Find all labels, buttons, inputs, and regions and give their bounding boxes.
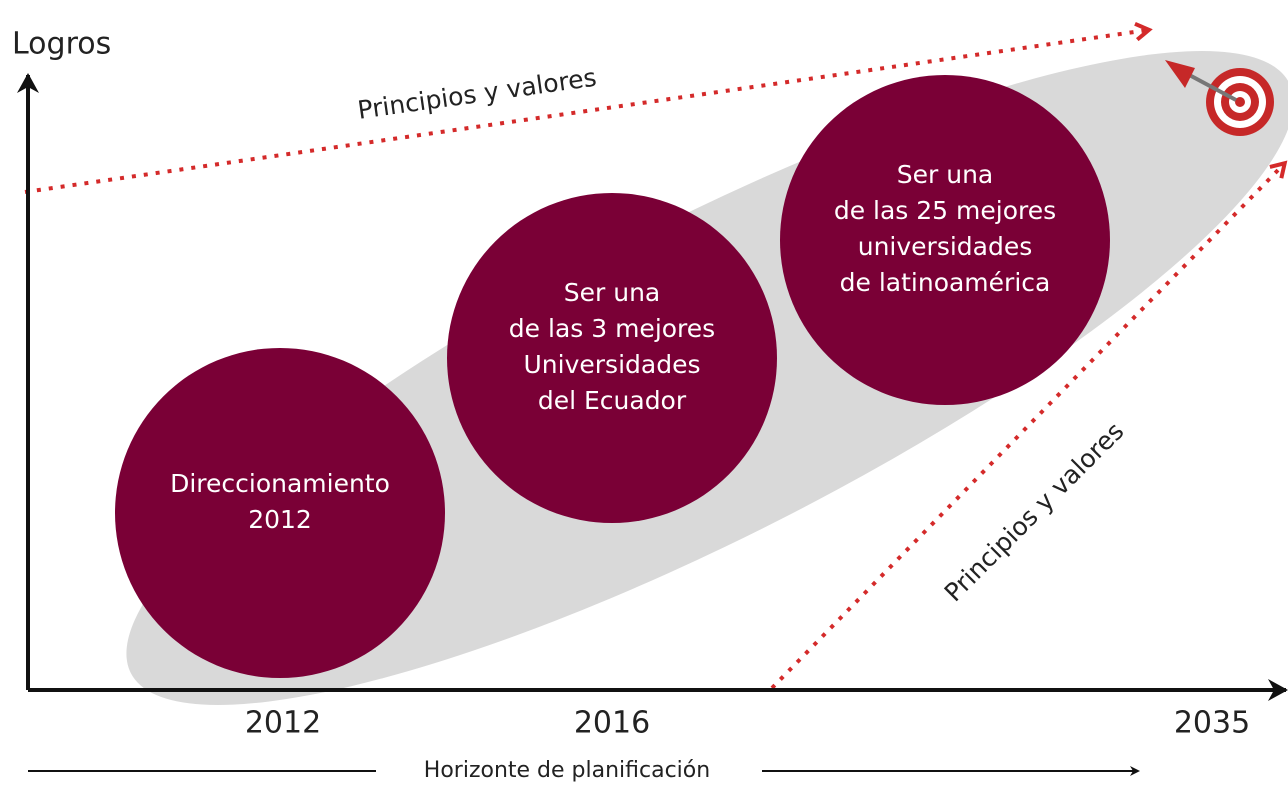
node-text: Universidades bbox=[524, 350, 701, 379]
node-text: de las 3 mejores bbox=[509, 314, 715, 343]
node-text: Ser una bbox=[564, 278, 660, 307]
node-circle bbox=[115, 348, 445, 678]
node-text: Direccionamiento bbox=[170, 469, 390, 498]
horizon-label: Horizonte de planificación bbox=[424, 758, 710, 783]
target-icon bbox=[1165, 60, 1274, 136]
node-text: universidades bbox=[858, 232, 1033, 261]
dotted-arrow bbox=[770, 160, 1288, 690]
node-text: 2012 bbox=[248, 505, 312, 534]
node-circle bbox=[780, 75, 1110, 405]
dotted-arrow bbox=[24, 21, 1153, 194]
node-text: de latinoamérica bbox=[840, 268, 1051, 297]
x-label: 2035 bbox=[1174, 706, 1250, 741]
node-text: de las 25 mejores bbox=[834, 196, 1056, 225]
node-text: del Ecuador bbox=[538, 386, 687, 415]
node-text: Ser una bbox=[897, 160, 993, 189]
arrow-label: Principios y valores bbox=[939, 416, 1130, 607]
y-axis-label: Logros bbox=[12, 27, 111, 62]
x-label: 2016 bbox=[574, 706, 650, 741]
x-label: 2012 bbox=[245, 706, 321, 741]
node-circle bbox=[447, 193, 777, 523]
